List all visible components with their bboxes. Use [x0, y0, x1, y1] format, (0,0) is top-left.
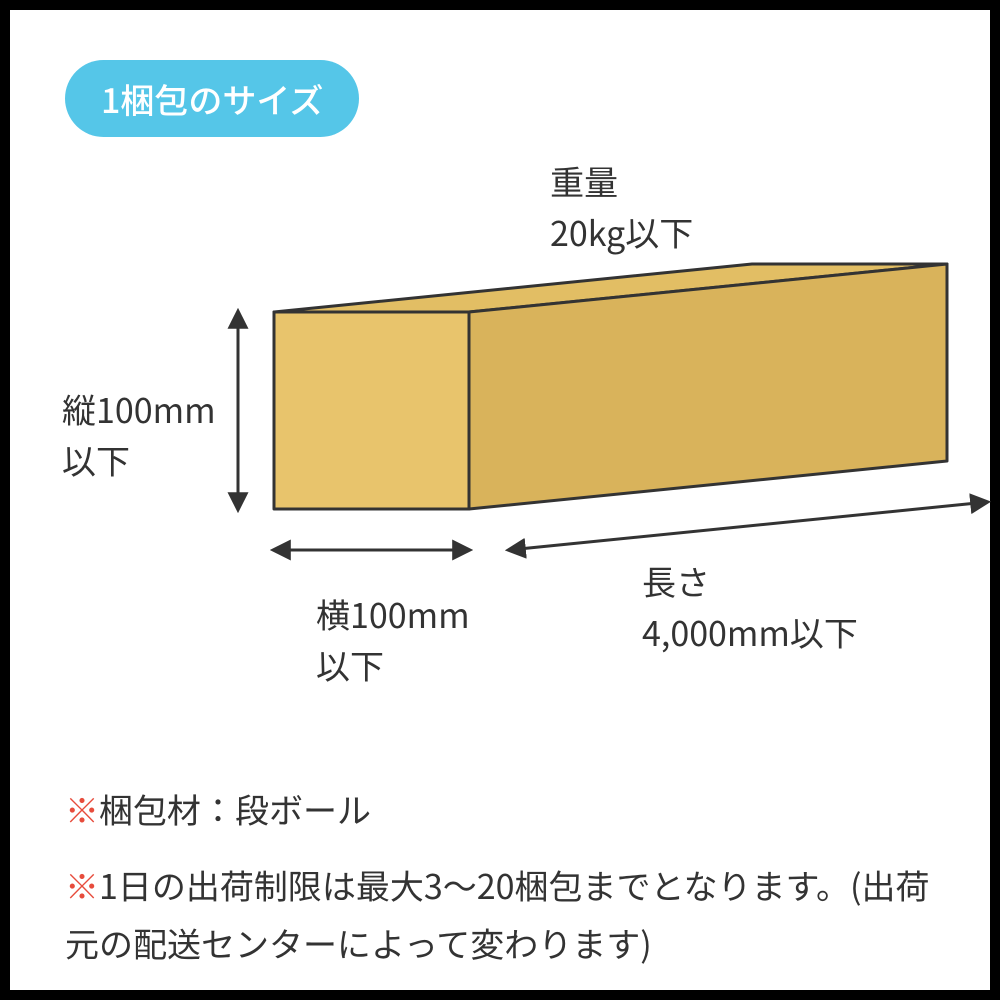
weight-line1: 重量 [550, 156, 618, 205]
width-label: 横100mm 以下 [316, 588, 470, 690]
box-top-face [274, 264, 947, 312]
note-marker: ※ [65, 784, 99, 833]
note-material: ※梱包材：段ボール [65, 780, 371, 838]
length-line1: 長さ [642, 556, 710, 605]
width-line2: 以下 [316, 640, 384, 689]
weight-label: 重量 20kg以下 [550, 155, 693, 257]
height-line1: 縦100mm [62, 384, 216, 433]
height-label: 縦100mm 以下 [62, 383, 216, 485]
weight-line2: 20kg以下 [550, 207, 693, 256]
note-marker: ※ [65, 860, 99, 909]
width-line1: 横100mm [316, 589, 470, 638]
title-badge-text: 1梱包のサイズ [101, 74, 323, 123]
box-front-face [274, 312, 469, 509]
length-arrow [509, 502, 987, 550]
length-line2: 4,000mm以下 [642, 607, 858, 656]
note-body: 1日の出荷制限は最大3〜20梱包までとなります。(出荷元の配送センターによって変… [65, 860, 930, 967]
note-body: 梱包材：段ボール [99, 784, 371, 833]
height-line2: 以下 [62, 435, 130, 484]
content-frame: 1梱包のサイズ 重量 20kg以下 縦100mm 以下 [0, 0, 1000, 1000]
length-label: 長さ 4,000mm以下 [642, 555, 858, 657]
title-badge: 1梱包のサイズ [65, 60, 359, 137]
box-side-face [469, 264, 947, 509]
note-limit: ※1日の出荷制限は最大3〜20梱包までとなります。(出荷元の配送センターによって… [65, 856, 955, 972]
